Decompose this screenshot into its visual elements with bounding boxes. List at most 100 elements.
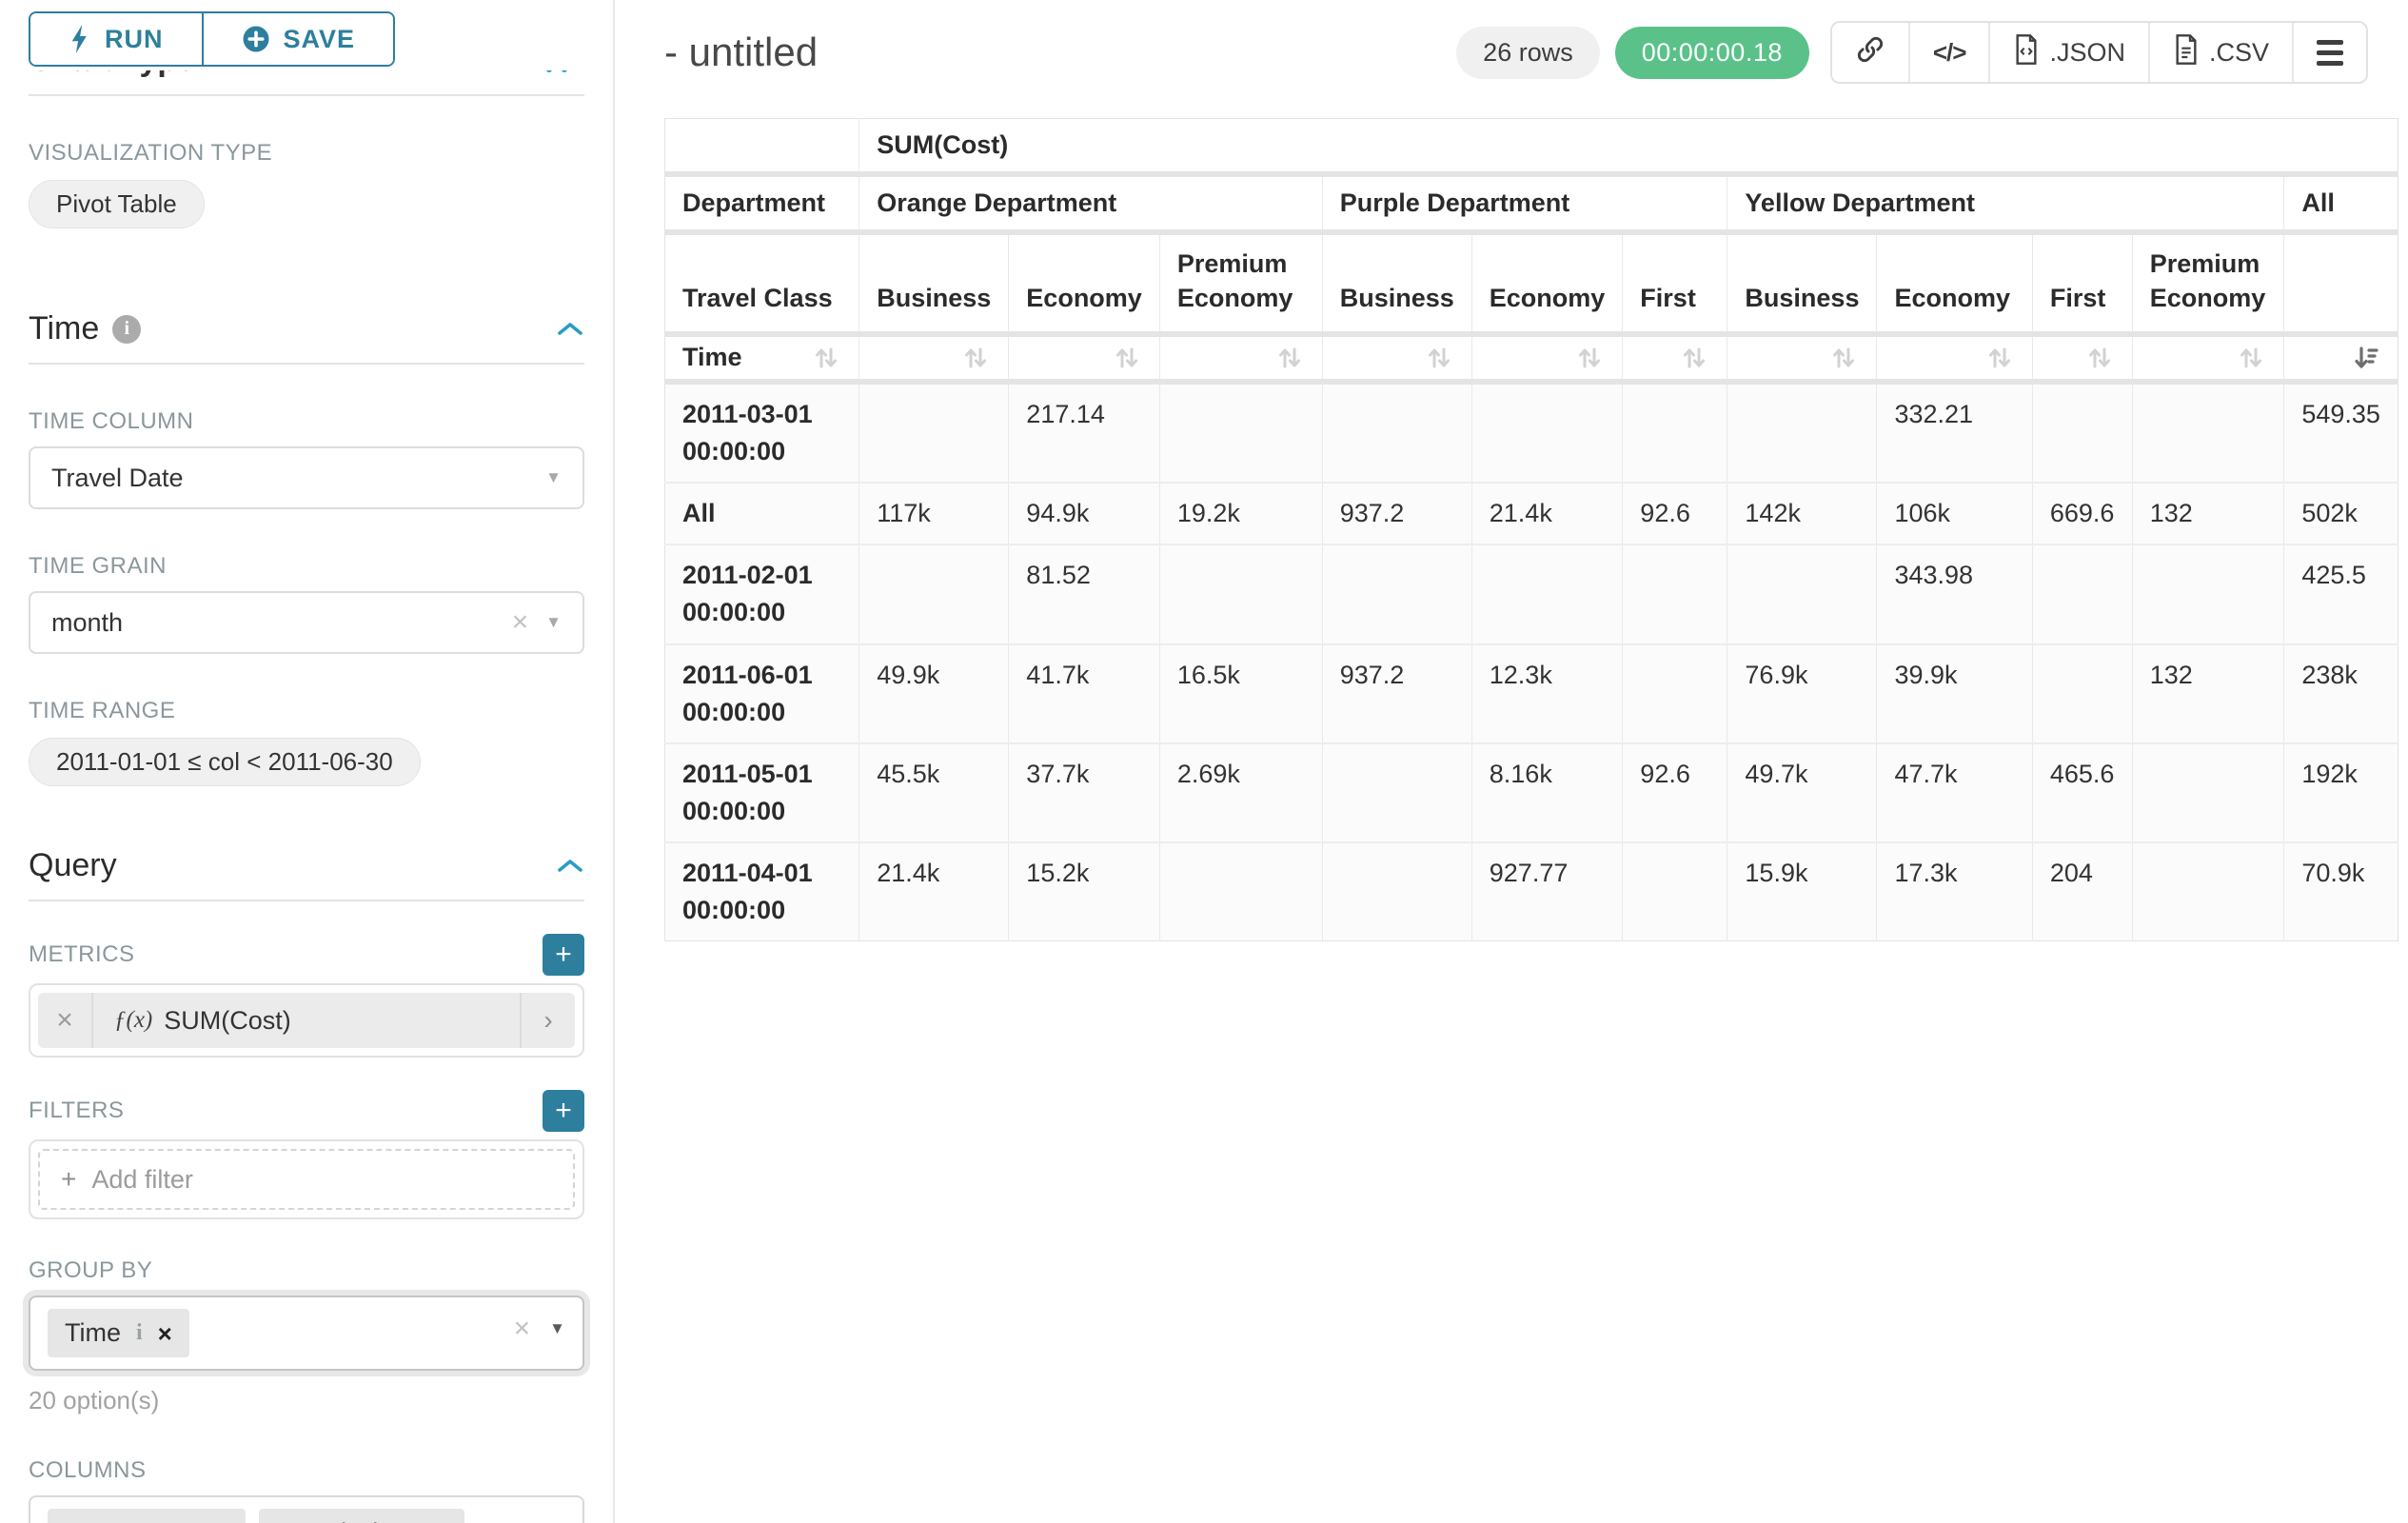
x-icon[interactable]: × (511, 606, 529, 638)
sort-arrows-icon[interactable] (1274, 343, 1305, 373)
cell (2131, 842, 2284, 941)
chart-title[interactable]: - untitled (664, 30, 819, 74)
cell: 117k (859, 483, 1009, 546)
sort-arrows-icon[interactable] (1984, 343, 2015, 373)
cell (1622, 842, 1727, 941)
chart-header: - untitled 26 rows 00:00:00.18 </> (664, 21, 2398, 84)
columns-select[interactable]: Department × Travel Class × × ▼ (29, 1495, 584, 1523)
cell: 12.3k (1470, 643, 1623, 744)
sort-cell[interactable] (1321, 333, 1472, 385)
time-column-label: TIME COLUMN (29, 408, 194, 434)
time-grain-label: TIME GRAIN (29, 553, 168, 579)
chevron-up-icon[interactable] (556, 857, 584, 876)
export-csv-button[interactable]: .CSV (2147, 23, 2292, 82)
cell: 343.98 (1876, 544, 2033, 645)
cell: 549.35 (2283, 381, 2398, 485)
cell (1158, 842, 1323, 941)
cell (2131, 742, 2284, 844)
run-button[interactable]: RUN (30, 13, 202, 65)
plus-circle-icon (242, 25, 270, 53)
query-section-title: Query (29, 847, 117, 883)
menu-button[interactable] (2292, 23, 2366, 82)
sort-cell-active[interactable] (2283, 333, 2398, 385)
columns-tag-travel-class[interactable]: Travel Class × (259, 1509, 465, 1523)
cell: 8.16k (1470, 742, 1623, 844)
sort-arrows-icon[interactable] (1112, 343, 1142, 373)
info-circle-icon[interactable]: i (112, 314, 142, 344)
time-sort-cell[interactable]: Time (664, 333, 859, 385)
sort-arrows-icon[interactable] (1828, 343, 1859, 373)
filters-control: + Add filter (29, 1139, 584, 1219)
cell: 41.7k (1008, 643, 1160, 744)
sort-arrows-icon[interactable] (811, 343, 841, 373)
add-filter-dropzone[interactable]: + Add filter (38, 1149, 575, 1210)
add-filter-button[interactable]: + (543, 1090, 584, 1132)
cell (1470, 381, 1623, 485)
sort-cell[interactable] (1876, 333, 2033, 385)
sort-cell[interactable] (859, 333, 1009, 385)
time-grain-select[interactable]: month × ▼ (29, 591, 584, 654)
time-range-pill[interactable]: 2011-01-01 ≤ col < 2011-06-30 (29, 738, 421, 786)
section-divider (29, 94, 584, 96)
export-json-button[interactable]: .JSON (1988, 23, 2148, 82)
x-icon[interactable]: × (513, 1313, 531, 1344)
sub-header (2283, 232, 2398, 337)
export-json-label: .JSON (2049, 37, 2125, 67)
cell: 81.52 (1008, 544, 1160, 645)
sort-arrows-icon[interactable] (2084, 343, 2115, 373)
sort-arrows-icon[interactable] (960, 343, 991, 373)
cell (1727, 381, 1877, 485)
cell (1321, 544, 1472, 645)
remove-metric-icon[interactable]: × (38, 993, 93, 1048)
sort-arrows-icon[interactable] (2236, 343, 2266, 373)
sub-header: First (2031, 232, 2133, 337)
info-icon[interactable]: i (136, 1320, 143, 1345)
sort-arrows-icon[interactable] (1679, 343, 1709, 373)
share-link-button[interactable] (1831, 23, 1908, 82)
cell (859, 381, 1009, 485)
embed-code-button[interactable]: </> (1907, 23, 1989, 82)
action-toolbar: RUN SAVE (0, 0, 613, 70)
remove-tag-icon[interactable]: × (157, 1318, 172, 1348)
sort-cell[interactable] (1158, 333, 1323, 385)
sub-header: Premium Economy (2131, 232, 2284, 337)
add-metric-button[interactable]: + (543, 934, 584, 976)
cell: 21.4k (1470, 483, 1623, 546)
tag-label: Department (65, 1518, 199, 1523)
save-button-label: SAVE (283, 24, 356, 53)
sort-cell[interactable] (1622, 333, 1727, 385)
travel-class-header-row: Travel Class Business Economy Premium Ec… (664, 232, 2398, 337)
viz-type-pill[interactable]: Pivot Table (29, 180, 205, 228)
table-row: 2011-03-01 00:00:00 217.14 332.21 549.35 (664, 381, 2398, 485)
sort-cell[interactable] (1470, 333, 1623, 385)
cell: 92.6 (1622, 483, 1727, 546)
sort-cell[interactable] (2131, 333, 2284, 385)
sort-arrows-icon[interactable] (1424, 343, 1454, 373)
chevron-up-icon[interactable] (556, 320, 584, 339)
cell: 16.5k (1158, 643, 1323, 744)
sub-header: Business (1727, 232, 1877, 337)
sort-cell[interactable] (1727, 333, 1877, 385)
remove-tag-icon[interactable]: × (433, 1521, 447, 1523)
metric-pill[interactable]: × ƒ(x) SUM(Cost) › (38, 993, 575, 1048)
row-header: 2011-06-01 00:00:00 (664, 643, 859, 744)
groupby-select[interactable]: Time i × × ▼ (29, 1296, 584, 1371)
remove-tag-icon[interactable]: × (214, 1521, 228, 1523)
sort-descending-icon[interactable] (2350, 343, 2380, 373)
sort-cell[interactable] (1008, 333, 1160, 385)
caret-down-icon[interactable]: ▼ (549, 1319, 565, 1337)
cell: 465.6 (2031, 742, 2133, 844)
expand-metric-icon[interactable]: › (520, 993, 575, 1048)
run-save-button-group: RUN SAVE (29, 11, 396, 67)
cell: 45.5k (859, 742, 1009, 844)
groupby-tag-time[interactable]: Time i × (48, 1309, 189, 1357)
save-button[interactable]: SAVE (201, 13, 394, 65)
time-column-select[interactable]: Travel Date ▼ (29, 446, 584, 509)
metric-main[interactable]: ƒ(x) SUM(Cost) (93, 993, 520, 1048)
sort-arrows-icon[interactable] (1574, 343, 1605, 373)
sort-cell[interactable] (2031, 333, 2133, 385)
columns-tag-department[interactable]: Department × (48, 1509, 247, 1523)
cell: 94.9k (1008, 483, 1160, 546)
time-section-header: Time i (29, 310, 584, 347)
